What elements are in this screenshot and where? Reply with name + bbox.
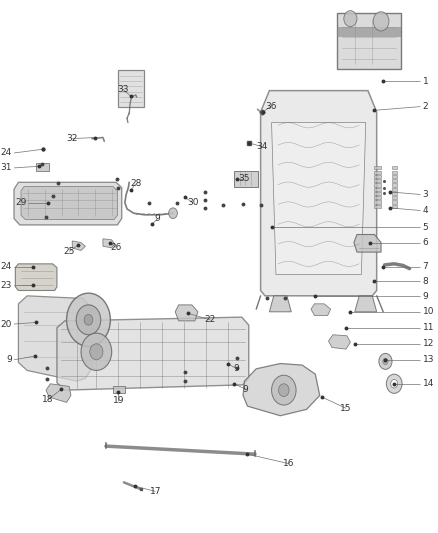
Bar (374, 175, 381, 178)
Bar (392, 179, 397, 182)
Bar (374, 205, 381, 208)
Circle shape (373, 12, 389, 31)
Circle shape (169, 208, 177, 219)
Circle shape (344, 11, 357, 27)
Bar (374, 192, 381, 195)
Text: 5: 5 (423, 223, 428, 231)
Text: 20: 20 (0, 320, 12, 328)
Bar (118, 70, 144, 107)
Polygon shape (261, 91, 377, 296)
Bar (392, 188, 397, 191)
Text: 4: 4 (423, 206, 428, 215)
Bar (392, 205, 397, 208)
Polygon shape (46, 384, 71, 402)
Text: 6: 6 (423, 238, 428, 247)
Polygon shape (355, 296, 377, 312)
Circle shape (76, 305, 101, 335)
Circle shape (67, 293, 110, 346)
Text: 28: 28 (130, 180, 141, 188)
Text: 24: 24 (0, 149, 12, 157)
Text: 30: 30 (187, 198, 198, 207)
Polygon shape (243, 364, 320, 416)
Bar (392, 171, 397, 174)
Circle shape (386, 374, 402, 393)
Bar (337, 27, 401, 37)
Circle shape (84, 314, 93, 325)
Text: 24: 24 (0, 262, 12, 271)
Polygon shape (18, 296, 92, 381)
Bar (392, 192, 397, 195)
Bar (36, 163, 49, 171)
Text: 2: 2 (423, 102, 428, 111)
Text: 11: 11 (423, 324, 434, 332)
Bar (392, 200, 397, 204)
Text: 35: 35 (239, 174, 250, 183)
Polygon shape (269, 296, 291, 312)
Text: 25: 25 (64, 247, 75, 256)
Text: 17: 17 (150, 487, 161, 496)
Text: 9: 9 (233, 365, 240, 373)
Text: 32: 32 (67, 134, 78, 143)
Text: 15: 15 (340, 404, 352, 413)
Text: 16: 16 (283, 459, 295, 468)
Polygon shape (354, 235, 381, 252)
Text: 33: 33 (117, 85, 128, 93)
Circle shape (383, 358, 388, 365)
Text: 22: 22 (205, 316, 216, 324)
Text: 31: 31 (0, 164, 12, 172)
Text: 19: 19 (113, 397, 124, 405)
Bar (374, 183, 381, 187)
Circle shape (90, 344, 103, 360)
Text: 9: 9 (155, 214, 161, 223)
Text: 23: 23 (0, 281, 12, 289)
Polygon shape (15, 264, 57, 290)
Circle shape (279, 384, 289, 397)
Text: 14: 14 (423, 379, 434, 388)
Text: 10: 10 (423, 308, 434, 316)
Circle shape (81, 333, 112, 370)
Text: 9: 9 (6, 356, 12, 364)
Text: 9: 9 (242, 385, 248, 393)
Text: 12: 12 (423, 340, 434, 348)
Polygon shape (337, 13, 401, 69)
Circle shape (391, 379, 398, 388)
Text: 29: 29 (15, 198, 26, 207)
Bar (392, 175, 397, 178)
Polygon shape (72, 241, 85, 251)
Text: 9: 9 (423, 292, 428, 301)
Text: 1: 1 (423, 77, 428, 85)
Polygon shape (103, 239, 115, 248)
Polygon shape (14, 182, 122, 225)
Circle shape (379, 353, 392, 369)
Bar (392, 183, 397, 187)
Text: 13: 13 (423, 356, 434, 364)
Bar (234, 171, 258, 187)
Bar (374, 179, 381, 182)
Text: 3: 3 (423, 190, 428, 199)
Polygon shape (175, 305, 198, 321)
Text: 34: 34 (256, 142, 268, 151)
Bar (374, 171, 381, 174)
Text: 8: 8 (423, 277, 428, 286)
Polygon shape (21, 187, 117, 220)
Text: 7: 7 (423, 262, 428, 271)
Bar (374, 196, 381, 199)
Bar (113, 386, 125, 393)
Circle shape (272, 375, 296, 405)
Bar (374, 188, 381, 191)
Text: 18: 18 (42, 395, 54, 404)
Polygon shape (328, 335, 350, 349)
Bar (374, 200, 381, 204)
Text: 36: 36 (265, 102, 276, 111)
Text: 26: 26 (110, 243, 122, 252)
Polygon shape (57, 317, 249, 390)
Bar (374, 166, 381, 169)
Bar (392, 166, 397, 169)
Polygon shape (311, 304, 331, 316)
Bar (392, 196, 397, 199)
Polygon shape (272, 123, 366, 274)
